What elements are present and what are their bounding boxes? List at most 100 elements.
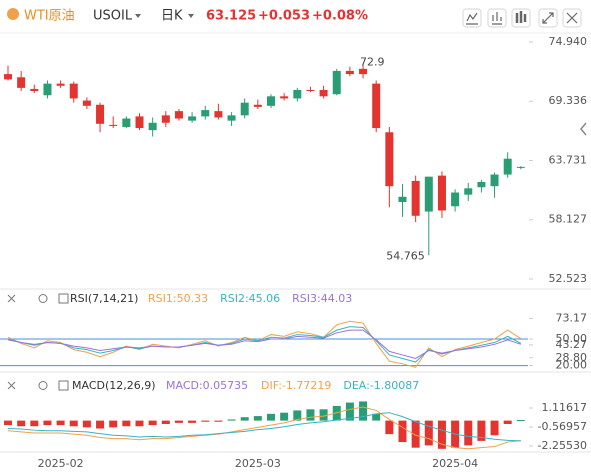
histogram-bar [411, 420, 420, 448]
histogram-bar [477, 420, 486, 441]
symbol[interactable]: WTI原油 [24, 9, 75, 24]
remove-icon[interactable] [7, 294, 16, 303]
histogram-bar [135, 420, 144, 427]
x-tick-label: 2025-02 [38, 457, 84, 470]
histogram-bar [372, 413, 381, 421]
histogram-bar [267, 413, 275, 421]
candle-body [437, 175, 446, 211]
candle-body [503, 158, 512, 175]
histogram-bar [398, 420, 407, 443]
indicator-line [7, 406, 521, 450]
histogram-bar [161, 420, 170, 424]
fullscreen-icon [542, 12, 554, 24]
legend-entry: RSI3:44.03 [292, 292, 352, 305]
histogram-bar [4, 420, 12, 426]
histogram-bar [437, 420, 446, 449]
candle-body [96, 104, 105, 124]
legend-entry: DEA:-1.80087 [343, 379, 419, 392]
candle-body [424, 176, 433, 212]
indicator-button[interactable] [487, 8, 507, 28]
candle-body [174, 111, 183, 119]
candle-body [411, 180, 420, 216]
histogram-bar [345, 402, 354, 421]
candle-icon [515, 11, 527, 23]
histogram-bar [319, 409, 328, 421]
x-tick-label: 2025-04 [432, 457, 478, 470]
histogram-bar [148, 420, 157, 426]
min-label: 54.765 [386, 249, 425, 262]
settings-icon[interactable] [38, 294, 48, 303]
histogram-bar [56, 420, 65, 426]
fullscreen-button[interactable] [538, 8, 558, 28]
candle-body [214, 111, 223, 118]
expand-icon[interactable] [58, 380, 69, 391]
rsi-title: RSI(7,14,21) [70, 292, 138, 305]
max-label: 72.9 [360, 56, 385, 69]
period[interactable]: 日K [161, 9, 183, 24]
indicator-line [7, 329, 522, 360]
histogram-bar [516, 419, 525, 421]
histogram-bar [109, 420, 118, 428]
candle-body [109, 124, 118, 126]
histogram-bar [43, 420, 52, 426]
draw-button[interactable] [462, 8, 482, 28]
macd-value: MACD:0.05735 [166, 379, 248, 392]
histogram-bar [188, 420, 197, 423]
histogram-bar [424, 420, 433, 446]
dropdown-icon[interactable] [188, 14, 194, 18]
candle-body [227, 115, 236, 121]
y-tick-label: 52.523 [549, 272, 588, 285]
y-tick-label: 63.731 [549, 153, 588, 166]
histogram-bar [359, 401, 368, 421]
legend-entry: DIF:-1.77219 [261, 379, 331, 392]
candle-body [56, 83, 65, 86]
y-tick-label: 73.17 [556, 311, 588, 324]
histogram-bar [385, 420, 394, 435]
code[interactable]: USOIL [93, 9, 133, 24]
candle-body [17, 77, 26, 88]
y-tick-label: 50.00 [556, 332, 588, 345]
change: +0.053 [258, 9, 310, 24]
y-tick-label: 20.00 [556, 359, 588, 372]
y-tick-label: 1.11617 [542, 401, 588, 414]
histogram-bar [332, 405, 341, 421]
y-tick-label: 74.940 [549, 35, 588, 48]
candle-body [464, 188, 473, 195]
candle-body [359, 68, 368, 75]
candle-button[interactable] [511, 8, 531, 28]
settings-icon[interactable] [38, 381, 48, 390]
candle-body [188, 116, 197, 121]
draw-icon [466, 12, 478, 25]
legend-entry: RSI2:45.06 [220, 292, 280, 305]
histogram-bar [214, 420, 223, 422]
y-tick-label: 43.27 [556, 338, 588, 351]
candle-body [345, 70, 354, 75]
x-tick-label: 2025-03 [235, 457, 281, 470]
y-tick-label: 28.80 [556, 351, 588, 364]
histogram-bar [174, 420, 183, 423]
legend-entry: RSI1:50.33 [148, 292, 208, 305]
remove-icon[interactable] [7, 381, 16, 390]
candle-body [267, 96, 275, 106]
candle-body [398, 196, 407, 203]
close-button[interactable] [562, 8, 582, 28]
symbol-icon [7, 8, 19, 20]
candle-body [43, 83, 52, 96]
collapse-button[interactable] [580, 122, 587, 136]
histogram-bar [82, 420, 91, 428]
price: 63.125 [206, 9, 256, 24]
histogram-bar [490, 420, 499, 436]
macd-title: MACD(12,26,9) [72, 379, 156, 392]
histogram-bar [69, 420, 78, 427]
expand-icon[interactable] [58, 293, 69, 304]
candle-body [477, 181, 486, 188]
candle-body [280, 96, 289, 99]
candle-body [516, 166, 525, 168]
histogram-bar [122, 420, 131, 427]
y-tick-label: -0.56957 [538, 420, 587, 433]
indicator-icon [492, 12, 502, 25]
dropdown-icon[interactable] [135, 14, 141, 18]
y-tick-label: 69.336 [549, 94, 588, 107]
candle-body [319, 89, 328, 97]
indicator-line [7, 412, 521, 442]
